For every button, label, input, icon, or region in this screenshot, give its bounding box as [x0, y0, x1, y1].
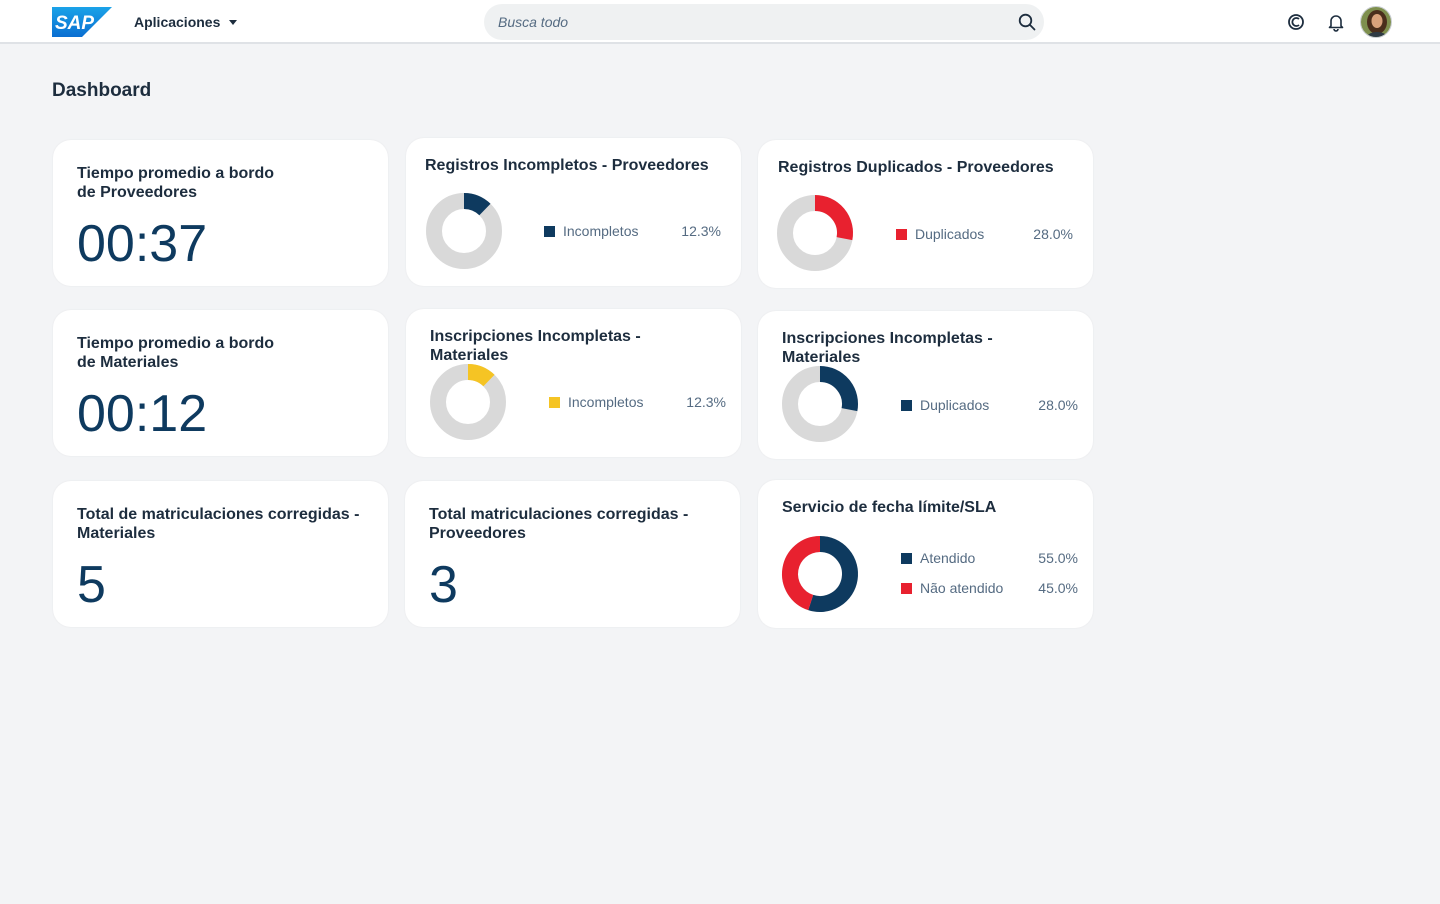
kpi-card-tiempo-proveedores[interactable]: Tiempo promedio a bordo de Proveedores 0… [53, 140, 388, 286]
legend-label: Duplicados [920, 397, 990, 413]
search-icon[interactable] [1018, 13, 1036, 31]
legend-row: Duplicados 28.0% [896, 226, 1073, 242]
legend-row: Não atendido 45.0% [901, 580, 1078, 596]
chart-card-inscripciones-duplicados[interactable]: Inscripciones Incompletas - Materiales D… [758, 311, 1093, 459]
svg-text:SAP: SAP [55, 13, 94, 34]
legend-row: Atendido 55.0% [901, 550, 1078, 566]
legend-row: Incompletos 12.3% [549, 394, 726, 410]
search-input[interactable] [484, 4, 1004, 40]
chart-card-registros-duplicados[interactable]: Registros Duplicados - Proveedores Dupli… [758, 140, 1093, 288]
legend-label: Não atendido [920, 580, 1004, 596]
legend-swatch [901, 582, 912, 594]
card-title: Inscripciones Incompletas - Materiales [782, 330, 993, 366]
legend-label: Incompletos [568, 394, 644, 410]
legend-value: 28.0% [1033, 226, 1073, 242]
card-title: Servicio de fecha límite/SLA [782, 499, 997, 516]
legend-label: Duplicados [915, 226, 985, 242]
avatar-image [1361, 7, 1391, 37]
legend-row: Duplicados 28.0% [901, 397, 1078, 413]
legend-row: Incompletos 12.3% [544, 223, 721, 239]
shell-bar: SAP Aplicaciones [0, 0, 1440, 44]
card-title: Registros Duplicados - Proveedores [778, 159, 1054, 176]
legend-value: 12.3% [686, 394, 726, 410]
chart-card-sla[interactable]: Servicio de fecha límite/SLA Atendido 55… [758, 480, 1093, 628]
legend-value: 12.3% [681, 223, 721, 239]
legend-swatch [544, 225, 555, 237]
donut-track [430, 364, 506, 440]
legend-value: 28.0% [1038, 397, 1078, 413]
legend-label: Atendido [920, 550, 976, 566]
kpi-card-tiempo-materiales[interactable]: Tiempo promedio a bordo de Materiales 00… [53, 310, 388, 456]
donut-chart [782, 366, 858, 442]
donut-slice-atendido [808, 536, 858, 612]
page-title: Dashboard [52, 80, 152, 101]
chart-card-inscripciones-incompletas[interactable]: Inscripciones Incompletas - Materiales I… [406, 309, 741, 457]
card-title: Inscripciones Incompletas - Materiales [430, 328, 641, 364]
kpi-card-total-proveedores[interactable]: Total matriculaciones corregidas - Prove… [405, 481, 740, 627]
legend-swatch [901, 399, 912, 411]
legend-swatch [896, 228, 907, 240]
search-bar [484, 4, 1044, 40]
card-title: Registros Incompletos - Proveedores [425, 157, 709, 174]
card-title: Total matriculaciones corregidas - Prove… [429, 506, 689, 542]
donut-chart [430, 364, 506, 440]
donut-slice-incompletos [463, 193, 491, 216]
donut-chart [426, 193, 502, 269]
kpi-value: 00:12 [77, 385, 208, 443]
card-title: Tiempo promedio a bordo de Proveedores [77, 165, 275, 201]
avatar[interactable] [1360, 6, 1392, 38]
legend-swatch [901, 552, 912, 564]
kpi-value: 3 [429, 556, 458, 614]
donut-slice-não-atendido [782, 536, 821, 611]
legend-label: Incompletos [563, 223, 639, 239]
sap-logo[interactable]: SAP [52, 7, 112, 37]
kpi-value: 5 [77, 556, 106, 614]
kpi-value: 00:37 [77, 215, 208, 273]
apps-menu-button[interactable]: Aplicaciones [134, 13, 238, 31]
chart-card-registros-incompletos[interactable]: Registros Incompletos - Proveedores Inco… [406, 138, 741, 286]
donut-slice-duplicados [814, 195, 853, 241]
chevron-down-icon [229, 20, 238, 25]
donut-chart [777, 195, 853, 271]
card-title: Total de matriculaciones corregidas - Ma… [77, 506, 360, 542]
legend-value: 55.0% [1038, 550, 1078, 566]
apps-menu-label: Aplicaciones [134, 14, 221, 30]
bell-icon[interactable] [1326, 12, 1346, 32]
legend-value: 45.0% [1038, 580, 1078, 596]
copilot-icon[interactable] [1286, 12, 1306, 32]
card-title: Tiempo promedio a bordo de Materiales [77, 335, 275, 371]
legend-swatch [549, 396, 560, 408]
donut-track [426, 193, 502, 269]
donut-slice-incompletos [467, 364, 495, 387]
donut-slice-duplicados [819, 366, 858, 412]
kpi-card-total-materiales[interactable]: Total de matriculaciones corregidas - Ma… [53, 481, 388, 627]
donut-chart [782, 536, 858, 612]
